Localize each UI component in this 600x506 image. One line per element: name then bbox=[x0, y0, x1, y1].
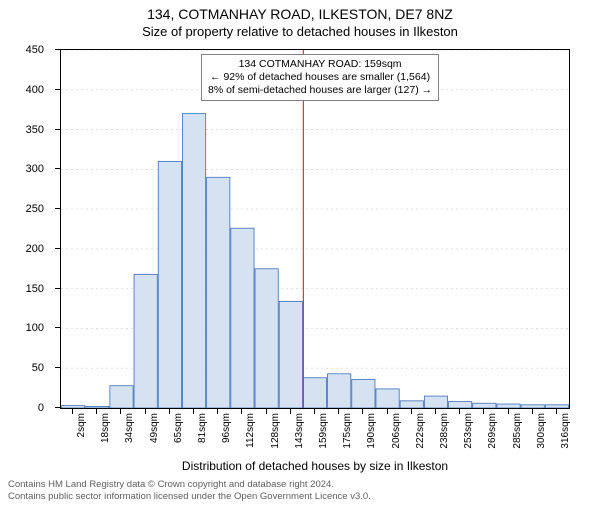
y-tick-mark bbox=[55, 129, 60, 130]
y-tick-label: 300 bbox=[4, 163, 44, 175]
histogram-bar bbox=[279, 301, 302, 408]
y-tick-label: 50 bbox=[4, 362, 44, 374]
footer-line: Contains HM Land Registry data © Crown c… bbox=[8, 479, 371, 490]
histogram-bar bbox=[497, 404, 520, 408]
x-tick-mark bbox=[145, 409, 146, 414]
annotation-line: 8% of semi-detached houses are larger (1… bbox=[208, 84, 432, 97]
y-tick-mark bbox=[55, 89, 60, 90]
x-tick-mark bbox=[387, 409, 388, 414]
x-axis-label: Distribution of detached houses by size … bbox=[60, 459, 570, 473]
histogram-bar bbox=[328, 374, 351, 408]
histogram-bar bbox=[61, 406, 84, 408]
x-tick-label: 206sqm bbox=[391, 413, 402, 449]
page-title: 134, COTMANHAY ROAD, ILKESTON, DE7 8NZ bbox=[0, 6, 600, 22]
x-tick-label: 159sqm bbox=[318, 413, 329, 449]
x-tick-label: 112sqm bbox=[245, 413, 256, 448]
histogram-bar bbox=[255, 269, 278, 408]
x-tick-mark bbox=[338, 409, 339, 414]
histogram-bar bbox=[303, 378, 326, 408]
y-tick-mark bbox=[55, 248, 60, 249]
x-tick-label: 285sqm bbox=[512, 413, 523, 449]
y-tick-mark bbox=[55, 367, 60, 368]
x-tick-label: 49sqm bbox=[149, 413, 160, 443]
x-tick-mark bbox=[435, 409, 436, 414]
x-tick-mark bbox=[411, 409, 412, 414]
histogram-bar bbox=[400, 401, 423, 408]
x-tick-label: 81sqm bbox=[197, 413, 208, 443]
histogram-bar bbox=[545, 405, 568, 408]
x-tick-label: 190sqm bbox=[366, 413, 377, 449]
x-tick-label: 222sqm bbox=[415, 413, 426, 449]
y-tick-mark bbox=[55, 208, 60, 209]
x-tick-mark bbox=[217, 409, 218, 414]
histogram-bar bbox=[110, 386, 133, 408]
x-tick-mark bbox=[459, 409, 460, 414]
y-tick-label: 100 bbox=[4, 322, 44, 334]
y-tick-mark bbox=[55, 168, 60, 169]
histogram-bar bbox=[158, 161, 181, 408]
y-tick-mark bbox=[55, 49, 60, 50]
histogram-bar bbox=[449, 402, 472, 408]
plot-area: 134 COTMANHAY ROAD: 159sqm ← 92% of deta… bbox=[60, 49, 570, 409]
histogram-bar bbox=[86, 406, 109, 408]
x-tick-mark bbox=[290, 409, 291, 414]
x-tick-mark bbox=[169, 409, 170, 414]
x-tick-label: 143sqm bbox=[294, 413, 305, 449]
histogram-svg bbox=[61, 50, 569, 408]
x-tick-mark bbox=[193, 409, 194, 414]
x-tick-label: 2sqm bbox=[76, 413, 87, 437]
y-tick-label: 350 bbox=[4, 124, 44, 136]
histogram-bar bbox=[376, 389, 399, 408]
histogram-bar bbox=[182, 114, 205, 408]
x-tick-label: 316sqm bbox=[560, 413, 571, 449]
x-tick-mark bbox=[362, 409, 363, 414]
x-tick-mark bbox=[96, 409, 97, 414]
y-tick-mark bbox=[55, 327, 60, 328]
x-tick-label: 18sqm bbox=[100, 413, 111, 443]
x-tick-label: 34sqm bbox=[124, 413, 135, 443]
annotation-box: 134 COTMANHAY ROAD: 159sqm ← 92% of deta… bbox=[201, 54, 439, 101]
x-tick-mark bbox=[532, 409, 533, 414]
histogram-bar bbox=[424, 396, 447, 408]
footer-line: Contains public sector information licen… bbox=[8, 491, 371, 502]
x-tick-label: 128sqm bbox=[270, 413, 281, 449]
annotation-line: 134 COTMANHAY ROAD: 159sqm bbox=[208, 58, 432, 71]
histogram-bar bbox=[231, 228, 254, 408]
y-tick-label: 400 bbox=[4, 84, 44, 96]
footer-attribution: Contains HM Land Registry data © Crown c… bbox=[8, 479, 371, 502]
y-tick-label: 150 bbox=[4, 283, 44, 295]
histogram-bar bbox=[134, 274, 157, 408]
page-subtitle: Size of property relative to detached ho… bbox=[0, 24, 600, 39]
y-tick-mark bbox=[55, 288, 60, 289]
histogram-bar bbox=[207, 177, 230, 408]
y-tick-label: 0 bbox=[4, 402, 44, 414]
y-tick-mark bbox=[55, 407, 60, 408]
x-tick-label: 65sqm bbox=[173, 413, 184, 443]
x-tick-mark bbox=[314, 409, 315, 414]
x-tick-label: 238sqm bbox=[439, 413, 450, 449]
x-tick-mark bbox=[120, 409, 121, 414]
x-tick-mark bbox=[266, 409, 267, 414]
x-tick-label: 300sqm bbox=[536, 413, 547, 449]
annotation-line: ← 92% of detached houses are smaller (1,… bbox=[208, 71, 432, 84]
x-tick-label: 96sqm bbox=[221, 413, 232, 443]
chart-container: Number of detached properties 134 COTMAN… bbox=[60, 49, 570, 409]
x-tick-label: 175sqm bbox=[342, 413, 353, 449]
x-tick-mark bbox=[508, 409, 509, 414]
x-tick-mark bbox=[556, 409, 557, 414]
histogram-bar bbox=[352, 379, 375, 408]
x-tick-mark bbox=[72, 409, 73, 414]
y-tick-label: 450 bbox=[4, 44, 44, 56]
histogram-bar bbox=[473, 403, 496, 408]
x-tick-label: 253sqm bbox=[463, 413, 474, 449]
y-tick-label: 200 bbox=[4, 243, 44, 255]
histogram-bar bbox=[521, 405, 544, 408]
x-tick-label: 269sqm bbox=[487, 413, 498, 449]
x-tick-mark bbox=[241, 409, 242, 414]
y-tick-label: 250 bbox=[4, 203, 44, 215]
x-tick-mark bbox=[483, 409, 484, 414]
